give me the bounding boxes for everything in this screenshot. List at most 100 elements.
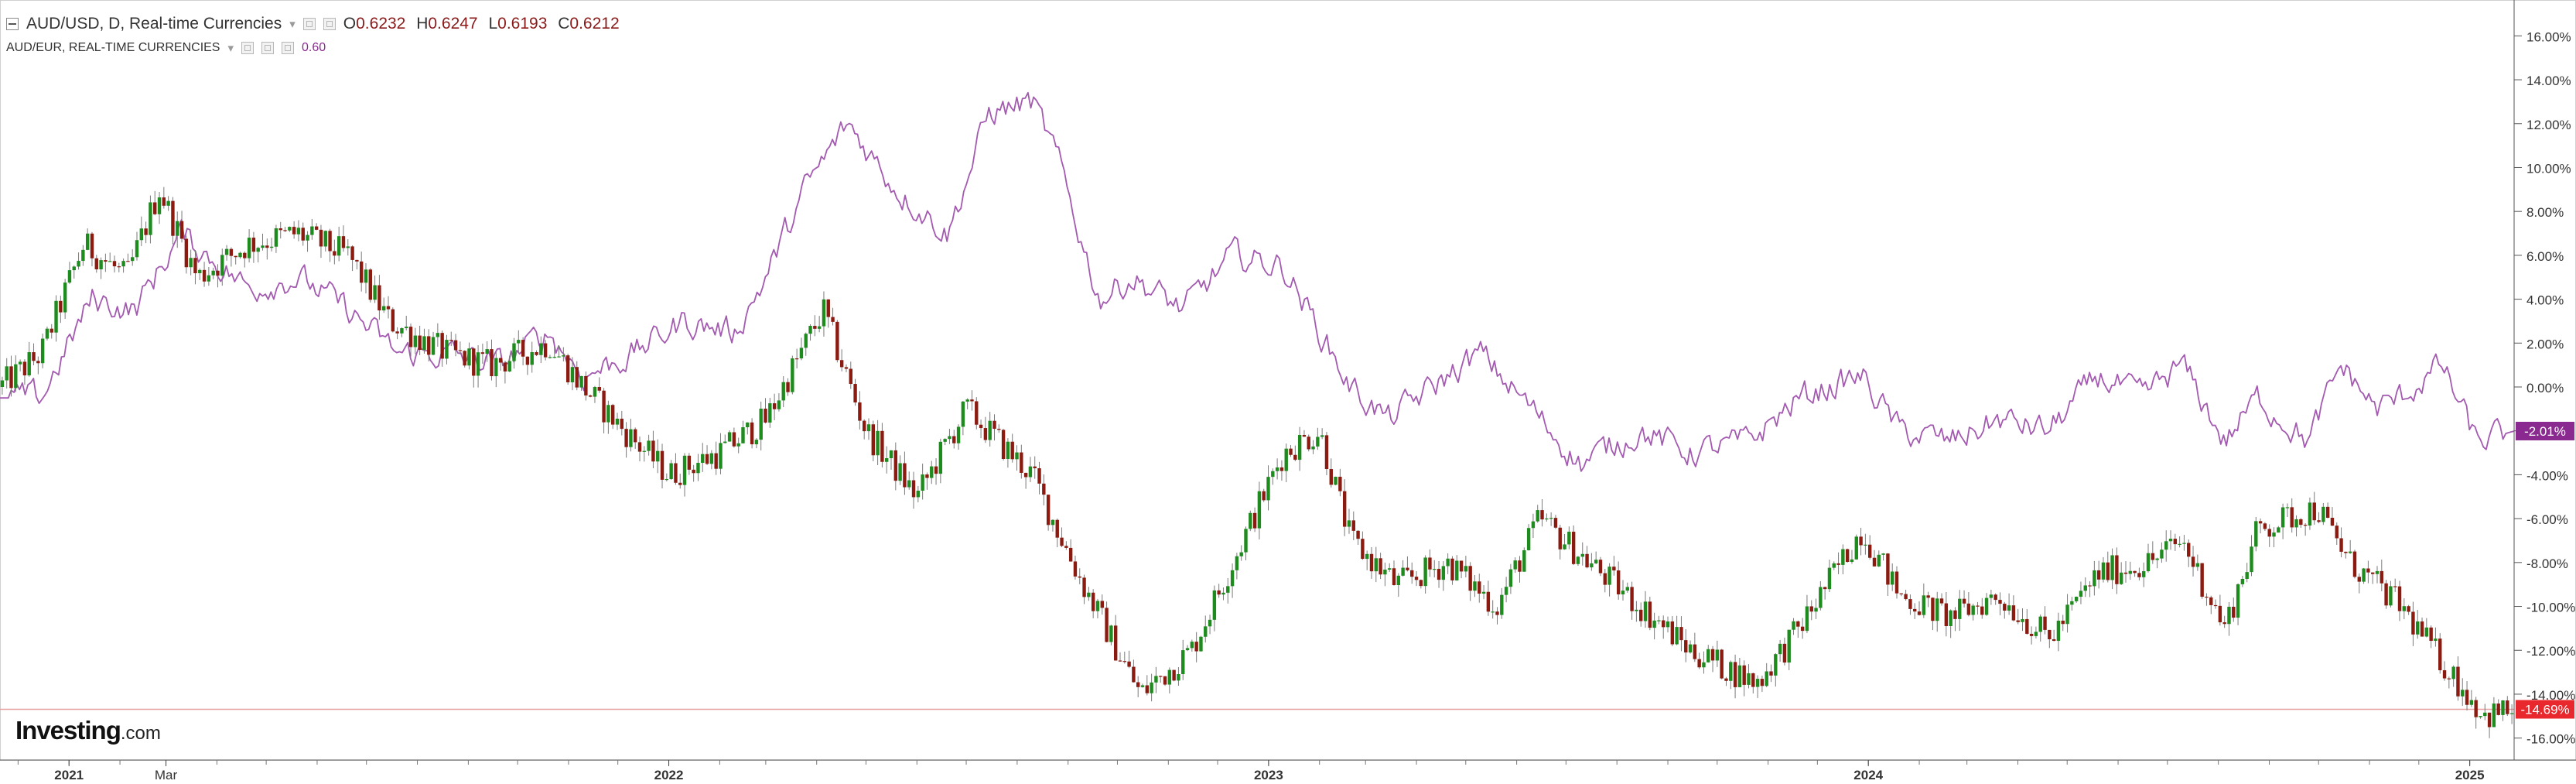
candle-body xyxy=(458,350,463,351)
candle-body xyxy=(1571,532,1576,564)
candle-body xyxy=(768,403,772,423)
candle-body xyxy=(1872,557,1877,567)
candle-body xyxy=(1639,609,1643,621)
candle-body xyxy=(2011,605,2016,621)
candle-body xyxy=(871,424,875,456)
candle-body xyxy=(224,248,229,255)
symbol-title[interactable]: AUD/USD, D, Real-time Currencies xyxy=(26,15,282,33)
candle-body xyxy=(988,420,992,440)
chevron-down-icon[interactable]: ▾ xyxy=(289,18,296,31)
candle-body xyxy=(2469,700,2474,705)
candle-body xyxy=(1733,662,1737,687)
candle-body xyxy=(463,351,466,366)
close-icon[interactable] xyxy=(282,42,295,54)
candle-body xyxy=(777,400,781,409)
candle-body xyxy=(453,340,458,351)
candle-body xyxy=(1594,560,1598,563)
candle-body xyxy=(1823,587,1827,590)
candle-body xyxy=(2456,666,2460,697)
candle-body xyxy=(1136,682,1140,687)
candle-body xyxy=(1904,594,1908,600)
candle-body xyxy=(1796,621,1800,627)
candle-body xyxy=(759,409,763,440)
candle-body xyxy=(548,357,552,358)
candle-body xyxy=(839,360,844,368)
candle-body xyxy=(705,454,709,464)
candle-body xyxy=(1023,472,1028,478)
candle-body xyxy=(557,356,561,358)
compare-symbol[interactable]: AUD/EUR, REAL-TIME CURRENCIES xyxy=(6,41,220,54)
candle-body xyxy=(997,429,1001,430)
candle-body xyxy=(907,480,911,488)
candle-body xyxy=(2250,546,2253,573)
x-tick-label: 2025 xyxy=(2455,768,2485,782)
candle-body xyxy=(1549,518,1553,519)
chevron-down-icon[interactable]: ▾ xyxy=(227,42,234,55)
candle-body xyxy=(1455,560,1459,580)
candle-body xyxy=(1127,661,1131,667)
candle-body xyxy=(2317,520,2321,522)
candle-body xyxy=(1877,554,1881,567)
candle-body xyxy=(2173,539,2178,545)
hide-icon[interactable] xyxy=(323,18,336,30)
candle-body xyxy=(1279,467,1284,471)
candle-body xyxy=(911,480,916,498)
candle-body xyxy=(1351,520,1355,531)
candle-body xyxy=(1316,437,1320,447)
candle-body xyxy=(1374,558,1378,572)
candle-body xyxy=(530,352,534,365)
candle-body xyxy=(1765,671,1768,686)
candle-body xyxy=(32,352,36,361)
candle-body xyxy=(485,349,489,354)
candle-body xyxy=(176,221,179,236)
candle-body xyxy=(1122,661,1126,662)
open-key: O xyxy=(343,15,357,33)
candle-body xyxy=(2043,616,2047,630)
y-tick-label: -16.00% xyxy=(2526,732,2575,747)
candle-body xyxy=(2061,620,2065,625)
candle-body xyxy=(2254,521,2258,547)
candle-body xyxy=(1033,466,1037,469)
settings-icon[interactable] xyxy=(302,18,316,30)
candle-body xyxy=(606,405,610,423)
candle-body xyxy=(597,387,601,391)
candle-body xyxy=(50,328,53,333)
eur-last-value-badge-label: -2.01% xyxy=(2524,424,2566,439)
candle-body xyxy=(265,245,269,248)
candle-body xyxy=(1154,676,1158,683)
candle-body xyxy=(319,229,323,247)
candle-body xyxy=(1181,650,1185,675)
hide-icon[interactable] xyxy=(261,42,275,54)
candle-body xyxy=(2236,584,2240,618)
candle-body xyxy=(2007,605,2011,611)
candle-body xyxy=(1055,519,1059,538)
candle-body xyxy=(283,230,287,231)
candle-body xyxy=(1809,606,1813,612)
candle-body xyxy=(610,405,615,425)
candle-body xyxy=(1891,571,1894,585)
candle-body xyxy=(831,317,835,322)
candle-body xyxy=(2168,539,2173,542)
candle-body xyxy=(2474,700,2478,717)
candle-body xyxy=(714,453,718,469)
candle-body xyxy=(1553,518,1558,528)
candle-body xyxy=(1356,530,1360,539)
settings-icon[interactable] xyxy=(241,42,255,54)
candle-body xyxy=(746,422,750,428)
candle-body xyxy=(2420,621,2424,637)
candle-body xyxy=(2187,543,2191,557)
candle-body xyxy=(1598,560,1603,573)
collapse-icon[interactable] xyxy=(6,18,19,30)
candle-body xyxy=(2496,704,2500,715)
candle-body xyxy=(1526,528,1531,550)
legend: AUD/USD, D, Real-time Currencies ▾ O0.62… xyxy=(6,11,626,59)
candle-body xyxy=(1446,558,1450,567)
candle-body xyxy=(2182,543,2186,544)
candle-body xyxy=(1401,567,1405,576)
candle-body xyxy=(2074,597,2079,601)
candle-body xyxy=(1684,640,1688,653)
candle-body xyxy=(2070,601,2074,605)
